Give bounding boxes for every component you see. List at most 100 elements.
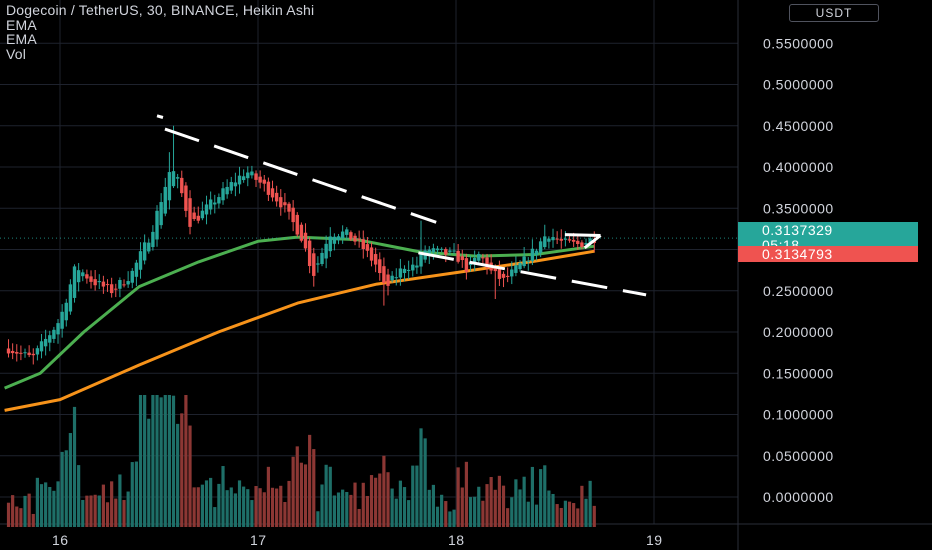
candle[interactable] [299,222,304,243]
candle[interactable] [349,230,353,242]
candle[interactable] [254,170,258,188]
candle[interactable] [287,201,291,220]
candle[interactable] [481,253,485,264]
candle[interactable] [188,190,192,235]
candle[interactable] [378,252,382,281]
candle[interactable] [501,271,506,288]
candle[interactable] [89,270,93,289]
candle[interactable] [386,268,390,296]
candle[interactable] [448,247,452,256]
candle[interactable] [130,268,134,289]
candle[interactable] [312,247,316,287]
candle[interactable] [126,271,130,288]
candle[interactable] [320,247,324,267]
candle[interactable] [394,268,398,286]
candle[interactable] [307,237,312,274]
candle[interactable] [538,238,543,258]
candle[interactable] [56,319,60,344]
candle[interactable] [163,177,167,217]
candle[interactable] [382,257,386,306]
candle[interactable] [118,277,122,298]
candle[interactable] [543,224,547,250]
candle[interactable] [101,275,106,294]
candle[interactable] [345,227,349,240]
candle[interactable] [105,279,110,292]
candle[interactable] [353,233,357,246]
time-axis[interactable]: 16 17 18 19 [52,532,663,548]
candle[interactable] [514,256,518,277]
candle[interactable] [192,206,196,221]
candle[interactable] [477,251,481,263]
candle[interactable] [472,250,477,272]
candle[interactable] [415,256,419,274]
candle[interactable] [246,166,250,187]
candle[interactable] [60,304,64,338]
candle[interactable] [390,271,394,283]
candle[interactable] [204,195,209,225]
candle[interactable] [68,279,73,315]
candle[interactable] [340,225,345,244]
candle[interactable] [435,245,440,255]
candle[interactable] [208,191,213,215]
candle[interactable] [31,348,35,365]
candle[interactable] [241,169,246,183]
candle[interactable] [27,345,31,358]
candle[interactable] [134,259,139,287]
candle[interactable] [369,242,374,267]
candle[interactable] [402,265,407,282]
candle[interactable] [324,235,328,269]
candle[interactable] [225,179,229,199]
candle[interactable] [43,329,48,356]
candle[interactable] [505,267,510,283]
candle[interactable] [15,344,19,362]
candle[interactable] [217,193,221,209]
candle[interactable] [555,231,559,245]
candle[interactable] [72,264,77,303]
candle[interactable] [419,220,423,274]
candle[interactable] [493,264,497,299]
candle[interactable] [147,238,151,254]
candle[interactable] [229,176,233,194]
ema-fast-line[interactable] [4,235,595,390]
candle[interactable] [85,269,89,284]
trendline[interactable] [583,234,602,250]
candle[interactable] [6,339,11,358]
candle[interactable] [180,170,184,198]
candle[interactable] [19,345,23,361]
candle[interactable] [109,277,114,298]
candle[interactable] [510,261,514,285]
candle[interactable] [97,274,101,290]
trendline[interactable] [418,251,647,297]
candle[interactable] [332,233,337,251]
trendline[interactable] [564,233,601,237]
candle[interactable] [411,257,415,277]
candle[interactable] [48,330,52,352]
candle[interactable] [365,237,370,258]
candle[interactable] [35,345,40,361]
candle[interactable] [122,279,126,288]
ema-indicator-label[interactable]: EMA [6,16,37,33]
candle[interactable] [357,230,361,248]
candle[interactable] [291,200,295,232]
candle[interactable] [23,348,27,358]
currency-button[interactable]: USDT [789,4,879,22]
candle[interactable] [114,283,118,298]
candle[interactable] [233,172,238,197]
candle[interactable] [274,185,279,207]
candle[interactable] [266,177,271,202]
candle[interactable] [452,243,456,255]
candle[interactable] [336,233,341,245]
trendline[interactable] [164,127,437,224]
candle[interactable] [283,193,287,213]
candle[interactable] [262,174,266,192]
candle[interactable] [237,166,242,194]
candle[interactable] [155,205,159,247]
volume-indicator-label[interactable]: Vol [6,45,27,62]
candle[interactable] [497,260,502,287]
candle[interactable] [328,227,332,258]
candle[interactable] [138,242,143,279]
candle[interactable] [213,194,217,214]
candle[interactable] [576,235,580,250]
candle[interactable] [93,270,97,291]
